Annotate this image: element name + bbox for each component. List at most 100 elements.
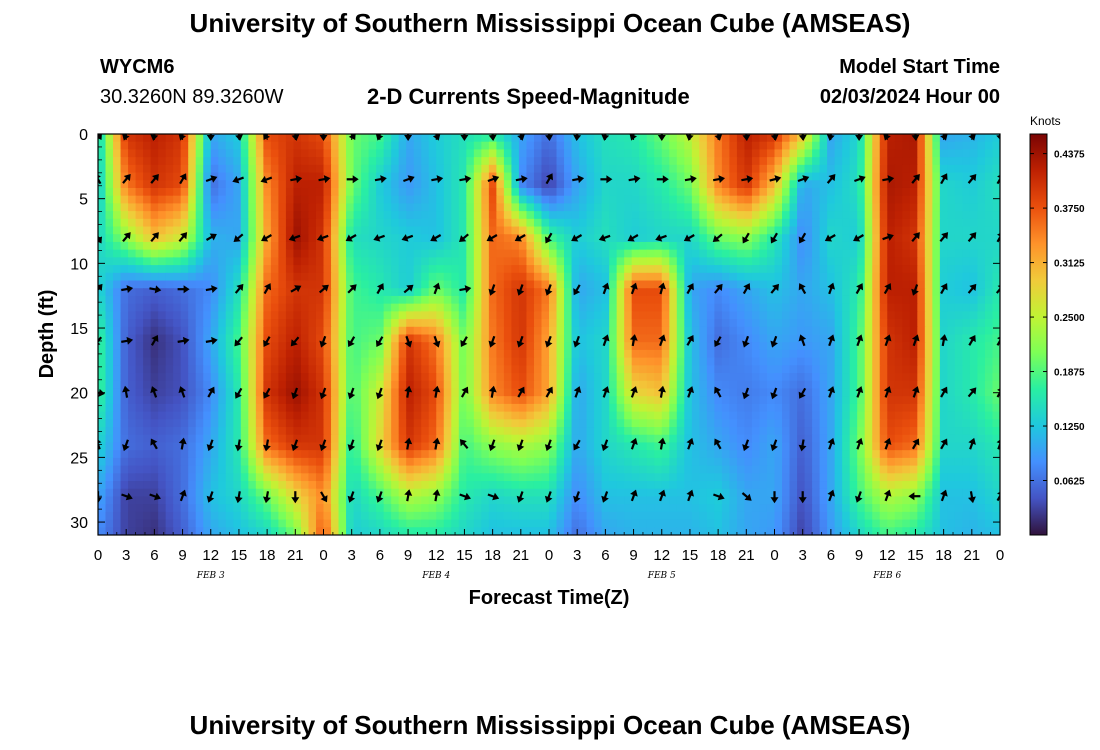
- heatmap-cell: [714, 311, 723, 320]
- heatmap-cell: [188, 326, 197, 336]
- heatmap-cell: [699, 319, 708, 328]
- heatmap-cell: [368, 396, 377, 405]
- heatmap-cell: [646, 442, 655, 451]
- heatmap-cell: [218, 403, 227, 413]
- heatmap-cell: [556, 373, 565, 382]
- heatmap-cell: [902, 226, 911, 235]
- heatmap-cell: [413, 157, 422, 166]
- heatmap-cell: [586, 365, 595, 374]
- heatmap-cell: [774, 411, 783, 420]
- heatmap-cell: [300, 396, 310, 405]
- heatmap-cell: [233, 211, 242, 220]
- heatmap-cell: [488, 265, 497, 274]
- heatmap-cell: [909, 180, 918, 189]
- heatmap-cell: [488, 434, 497, 444]
- heatmap-cell: [233, 334, 242, 343]
- heatmap-cell: [624, 272, 633, 282]
- heatmap-cell: [233, 380, 242, 390]
- heatmap-cell: [751, 234, 761, 243]
- heatmap-cell: [188, 403, 197, 413]
- heatmap-cell: [541, 303, 550, 312]
- heatmap-cell: [947, 257, 956, 266]
- heatmap-cell: [128, 218, 137, 228]
- heatmap-cell: [691, 442, 700, 451]
- heatmap-cell: [594, 427, 603, 436]
- heatmap-cell: [526, 396, 535, 405]
- heatmap-cell: [857, 180, 866, 189]
- heatmap-cell: [917, 303, 926, 312]
- heatmap-cell: [481, 326, 490, 336]
- heatmap-cell: [150, 180, 159, 189]
- heatmap-cell: [924, 373, 933, 382]
- heatmap-cell: [661, 141, 670, 151]
- heatmap-cell: [413, 365, 422, 374]
- heatmap-cell: [98, 157, 107, 166]
- heatmap-cell: [902, 419, 911, 428]
- heatmap-cell: [894, 149, 903, 158]
- heatmap-cell: [188, 373, 197, 382]
- heatmap-cell: [150, 195, 159, 204]
- heatmap-cell: [421, 180, 430, 189]
- heatmap-cell: [624, 373, 633, 382]
- heatmap-cell: [518, 434, 528, 444]
- heatmap-cell: [180, 442, 189, 451]
- heatmap-cell: [556, 134, 565, 143]
- heatmap-cell: [158, 311, 167, 320]
- heatmap-cell: [135, 303, 144, 312]
- heatmap-cell: [932, 349, 941, 359]
- heatmap-cell: [308, 280, 317, 289]
- heatmap-cell: [774, 380, 783, 390]
- heatmap-cell: [812, 319, 821, 328]
- heatmap-cell: [128, 180, 137, 189]
- heatmap-cell: [977, 403, 986, 413]
- heatmap-cell: [218, 427, 227, 436]
- heatmap-cell: [789, 373, 798, 382]
- heatmap-cell: [721, 388, 730, 397]
- heatmap-cell: [293, 427, 302, 436]
- heatmap-cell: [180, 303, 189, 312]
- heatmap-cell: [684, 342, 693, 351]
- heatmap-cell: [947, 180, 956, 189]
- heatmap-cell: [639, 365, 648, 374]
- heatmap-cell: [481, 349, 490, 359]
- heatmap-cell: [571, 241, 580, 251]
- heatmap-cell: [158, 280, 167, 289]
- heatmap-cell: [939, 149, 948, 158]
- heatmap-cell: [736, 157, 746, 166]
- heatmap-cell: [842, 334, 851, 343]
- heatmap-cell: [947, 334, 956, 343]
- heatmap-cell: [458, 265, 467, 274]
- heatmap-cell: [443, 187, 452, 197]
- heatmap-cell: [503, 157, 513, 166]
- heatmap-cell: [804, 203, 813, 212]
- heatmap-cell: [436, 357, 445, 366]
- heatmap-cell: [842, 241, 851, 251]
- heatmap-cell: [924, 303, 933, 312]
- heatmap-cell: [436, 187, 445, 197]
- heatmap-cell: [564, 272, 573, 282]
- heatmap-cell: [451, 442, 460, 451]
- heatmap-cell: [331, 195, 340, 204]
- heatmap-cell: [579, 272, 588, 282]
- heatmap-cell: [571, 365, 580, 374]
- heatmap-cell: [481, 365, 490, 374]
- heatmap-cell: [684, 257, 693, 266]
- heatmap-cell: [248, 388, 257, 397]
- heatmap-cell: [398, 311, 407, 320]
- heatmap-cell: [977, 134, 986, 143]
- heatmap-cell: [353, 272, 362, 282]
- heatmap-cell: [255, 403, 264, 413]
- heatmap-cell: [135, 396, 144, 405]
- heatmap-cell: [872, 411, 881, 420]
- heatmap-cell: [691, 396, 700, 405]
- heatmap-cell: [924, 272, 933, 282]
- heatmap-cell: [744, 249, 753, 258]
- heatmap-cell: [594, 272, 603, 282]
- heatmap-cell: [834, 434, 843, 444]
- heatmap-cell: [225, 403, 234, 413]
- heatmap-cell: [263, 203, 272, 212]
- heatmap-cell: [947, 157, 956, 166]
- heatmap-cell: [113, 419, 122, 428]
- heatmap-cell: [541, 149, 550, 158]
- heatmap-cell: [368, 319, 377, 328]
